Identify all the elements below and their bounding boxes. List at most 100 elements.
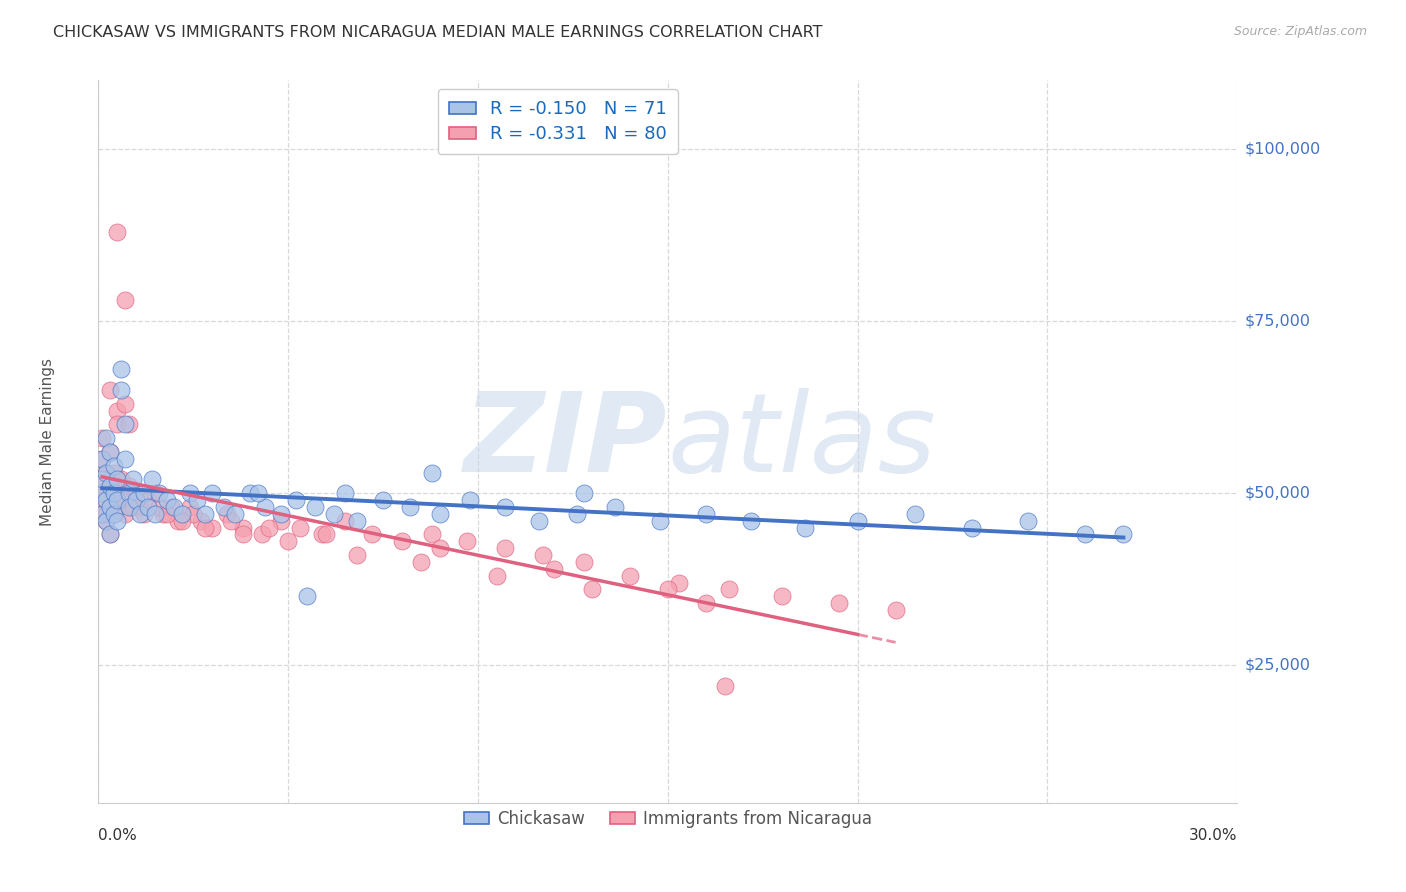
- Point: [1018, 514, 1040, 528]
- Point: [94, 507, 117, 521]
- Point: [132, 486, 155, 500]
- Point: [107, 500, 129, 514]
- Point: [391, 534, 413, 549]
- Point: [239, 486, 262, 500]
- Point: [170, 514, 193, 528]
- Point: [148, 486, 170, 500]
- Point: [148, 500, 170, 514]
- Point: [91, 431, 114, 445]
- Point: [107, 514, 129, 528]
- Point: [136, 493, 159, 508]
- Point: [650, 514, 672, 528]
- Point: [94, 493, 117, 508]
- Point: [98, 445, 121, 459]
- Point: [740, 514, 762, 528]
- Point: [179, 486, 201, 500]
- Text: Median Male Earnings: Median Male Earnings: [39, 358, 55, 525]
- Point: [156, 493, 179, 508]
- Point: [619, 568, 641, 582]
- Point: [494, 541, 516, 556]
- Point: [846, 514, 869, 528]
- Point: [110, 493, 132, 508]
- Point: [460, 493, 482, 508]
- Point: [129, 507, 152, 521]
- Point: [346, 514, 368, 528]
- Point: [288, 520, 311, 534]
- Point: [429, 507, 451, 521]
- Point: [456, 534, 478, 549]
- Point: [884, 603, 907, 617]
- Point: [91, 451, 114, 466]
- Point: [259, 520, 281, 534]
- Point: [770, 590, 793, 604]
- Point: [98, 479, 121, 493]
- Point: [94, 514, 117, 528]
- Point: [107, 403, 129, 417]
- Point: [486, 568, 509, 582]
- Point: [793, 520, 815, 534]
- Point: [107, 417, 129, 432]
- Point: [270, 514, 292, 528]
- Point: [98, 445, 121, 459]
- Point: [103, 507, 125, 521]
- Point: [103, 486, 125, 500]
- Text: 0.0%: 0.0%: [98, 828, 138, 843]
- Point: [250, 527, 273, 541]
- Text: 30.0%: 30.0%: [1189, 828, 1237, 843]
- Point: [221, 514, 243, 528]
- Point: [186, 493, 208, 508]
- Point: [194, 507, 217, 521]
- Point: [98, 500, 121, 514]
- Point: [717, 582, 740, 597]
- Point: [603, 500, 626, 514]
- Point: [232, 527, 254, 541]
- Point: [170, 507, 193, 521]
- Text: atlas: atlas: [668, 388, 936, 495]
- Point: [114, 451, 136, 466]
- Point: [494, 500, 516, 514]
- Point: [346, 548, 368, 562]
- Text: ZIP: ZIP: [464, 388, 668, 495]
- Text: $75,000: $75,000: [1244, 314, 1310, 328]
- Point: [201, 486, 224, 500]
- Point: [118, 479, 141, 493]
- Point: [94, 431, 117, 445]
- Point: [98, 479, 121, 493]
- Point: [714, 679, 737, 693]
- Point: [118, 417, 141, 432]
- Point: [91, 507, 114, 521]
- Point: [98, 527, 121, 541]
- Point: [91, 486, 114, 500]
- Point: [304, 500, 326, 514]
- Point: [163, 500, 186, 514]
- Point: [246, 486, 269, 500]
- Point: [217, 507, 239, 521]
- Point: [121, 500, 143, 514]
- Point: [422, 466, 444, 480]
- Point: [94, 514, 117, 528]
- Point: [190, 514, 212, 528]
- Point: [668, 575, 690, 590]
- Point: [107, 472, 129, 486]
- Point: [581, 582, 603, 597]
- Point: [527, 514, 550, 528]
- Legend: Chickasaw, Immigrants from Nicaragua: Chickasaw, Immigrants from Nicaragua: [457, 803, 879, 834]
- Point: [98, 500, 121, 514]
- Point: [574, 555, 596, 569]
- Point: [91, 472, 114, 486]
- Point: [114, 293, 136, 308]
- Point: [212, 500, 235, 514]
- Point: [398, 500, 420, 514]
- Text: Source: ZipAtlas.com: Source: ZipAtlas.com: [1233, 25, 1367, 38]
- Point: [91, 493, 114, 508]
- Point: [91, 451, 114, 466]
- Point: [107, 493, 129, 508]
- Point: [114, 417, 136, 432]
- Point: [335, 514, 357, 528]
- Point: [132, 507, 155, 521]
- Point: [167, 514, 190, 528]
- Point: [1112, 527, 1135, 541]
- Point: [125, 493, 148, 508]
- Point: [254, 500, 277, 514]
- Point: [107, 225, 129, 239]
